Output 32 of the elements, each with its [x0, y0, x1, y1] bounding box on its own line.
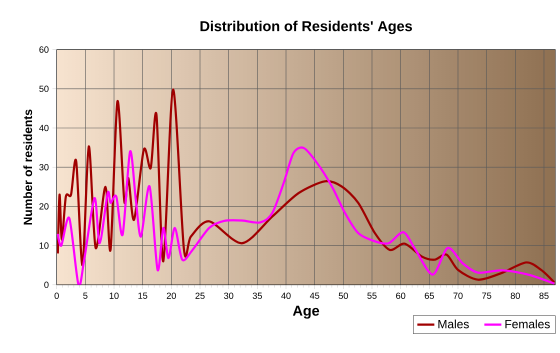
legend-label: Females: [505, 320, 550, 328]
x-axis-title: Age: [292, 306, 320, 319]
x-tick-label: 75: [482, 292, 492, 299]
x-tick-label: 65: [424, 292, 434, 300]
x-tick-label: 20: [166, 292, 176, 300]
y-tick-label: 60: [39, 46, 49, 53]
y-tick-label: 40: [39, 124, 49, 132]
legend-label: Males: [438, 320, 469, 328]
x-tick-label: 60: [396, 292, 406, 300]
y-tick-label: 10: [40, 242, 49, 249]
x-tick-label: 80: [510, 292, 520, 300]
y-tick-label: 0: [44, 282, 49, 288]
x-tick-label: 0: [54, 292, 59, 300]
x-tick-label: 15: [138, 292, 148, 299]
line-series: [56, 88, 556, 284]
x-tick-label: 70: [453, 292, 463, 300]
y-axis-title: Number of residents: [23, 110, 32, 225]
x-tick-label: 25: [195, 292, 205, 300]
x-tick-label: 55: [367, 292, 377, 299]
x-tick-label: 10: [110, 292, 119, 300]
x-tick-label: 85: [539, 292, 549, 300]
x-tick-label: 5: [83, 292, 88, 299]
y-tick-label: 30: [39, 164, 49, 170]
line-series: [56, 146, 556, 285]
x-tick-label: 50: [338, 292, 348, 300]
chart-title: Distribution of Residents' Ages: [200, 20, 412, 34]
x-tick-label: 40: [281, 292, 291, 300]
y-tick-label: 20: [39, 203, 49, 210]
x-tick-label: 30: [224, 292, 234, 300]
y-tick-label: 50: [39, 86, 49, 92]
x-tick-label: 45: [310, 292, 320, 299]
x-tick-label: 35: [252, 292, 262, 300]
